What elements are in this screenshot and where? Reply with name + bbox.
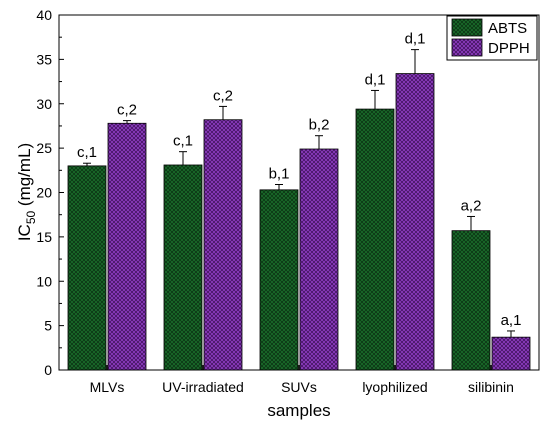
y-tick-label: 10	[36, 273, 52, 289]
bar-abts	[355, 108, 395, 371]
data-label: c,2	[213, 87, 233, 104]
data-label: c,1	[77, 144, 97, 161]
y-axis-title-main: IC	[15, 224, 34, 241]
y-axis: 0 5 10 15 20 25 30 35 40	[36, 7, 64, 378]
x-tick-label: MLVs	[90, 379, 125, 395]
y-tick-label: 30	[36, 96, 52, 112]
data-label: c,1	[173, 133, 193, 150]
bar-dpph	[299, 148, 339, 371]
legend-swatch-abts	[451, 18, 483, 37]
data-label: a,1	[501, 312, 522, 329]
y-tick-label: 35	[36, 51, 52, 67]
x-axis-title: samples	[267, 401, 330, 420]
data-label: b,2	[309, 117, 330, 134]
y-tick-label: 20	[36, 185, 52, 201]
y-tick-label: 5	[44, 318, 52, 334]
x-tick-label: lyophilized	[362, 379, 427, 395]
bar-abts	[451, 230, 491, 371]
data-label: a,2	[461, 197, 482, 214]
x-tick-label: silibinin	[468, 379, 514, 395]
bar-abts	[67, 165, 107, 371]
data-label: d,1	[365, 71, 386, 88]
data-label: b,1	[269, 166, 290, 183]
y-tick-label: 25	[36, 140, 52, 156]
bar-dpph	[107, 122, 147, 371]
data-label: d,1	[405, 31, 426, 48]
y-tick-label: 15	[36, 229, 52, 245]
bar-dpph	[203, 119, 243, 371]
bar-abts	[259, 189, 299, 371]
bars-group	[67, 49, 531, 371]
legend: ABTS DPPH	[446, 15, 538, 61]
y-axis-title: IC50 (mg/mL)	[15, 143, 38, 241]
bar-abts	[163, 164, 203, 371]
bar-dpph	[395, 73, 435, 371]
x-tick-label: UV-irradiated	[162, 379, 244, 395]
y-axis-title-unit: (mg/mL)	[15, 143, 34, 211]
data-labels-group: c,1 c,1 b,1 d,1 a,2 c,2 c,2 b,2 d,1 a,1	[77, 31, 521, 329]
legend-label-dpph: DPPH	[488, 40, 530, 57]
data-label: c,2	[117, 102, 137, 119]
legend-label-abts: ABTS	[488, 20, 527, 37]
y-tick-label: 40	[36, 7, 52, 23]
legend-swatch-dpph	[451, 38, 483, 57]
bar-dpph	[491, 336, 531, 371]
x-axis: MLVs UV-irradiated SUVs lyophilized silibini…	[90, 365, 514, 395]
y-axis-title-subscript: 50	[24, 211, 38, 225]
y-tick-label: 0	[44, 362, 52, 378]
x-tick-label: SUVs	[281, 379, 317, 395]
